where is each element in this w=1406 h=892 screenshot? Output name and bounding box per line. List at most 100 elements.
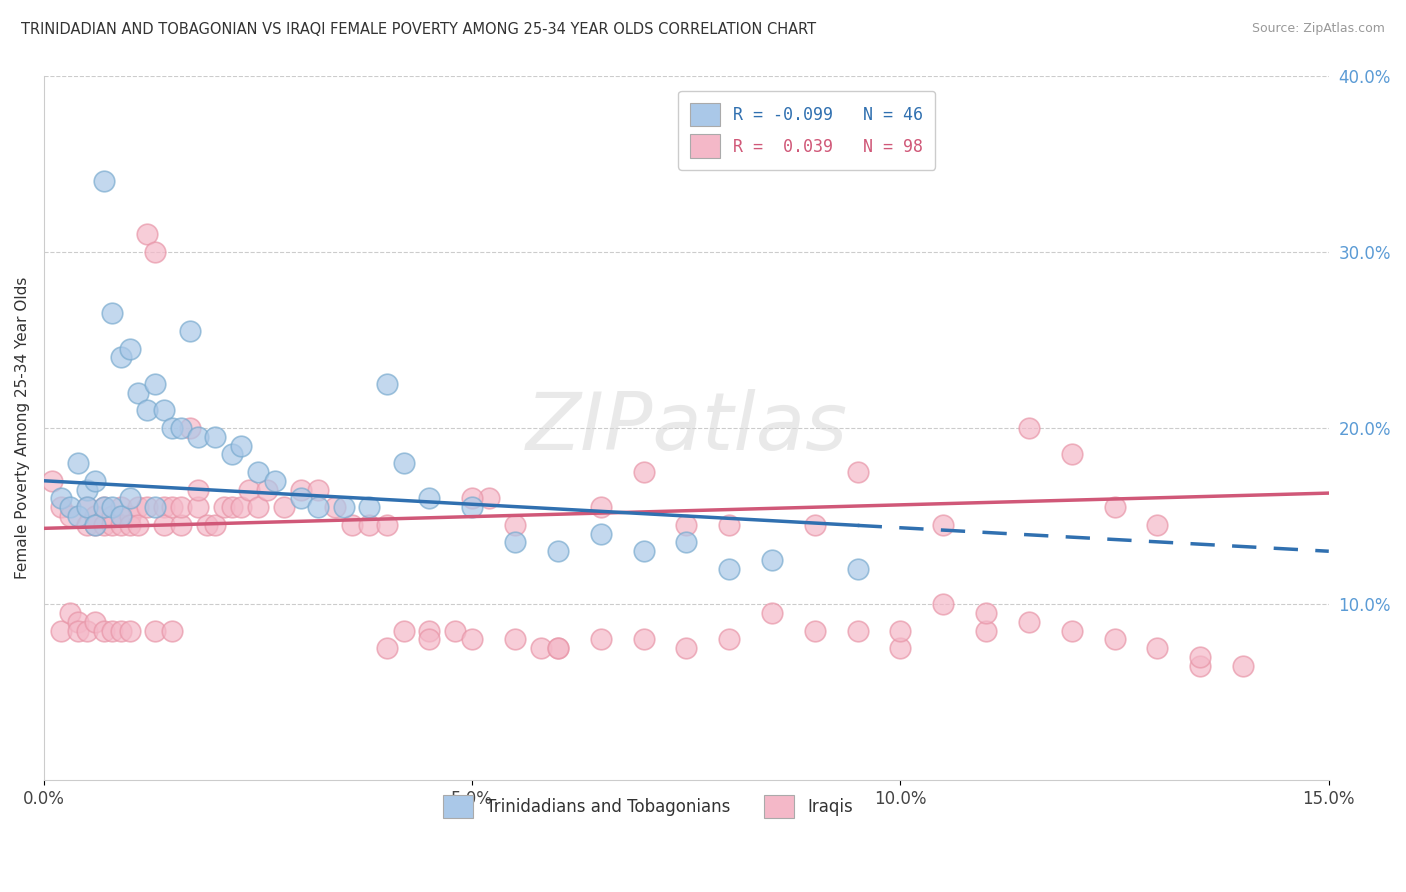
Point xyxy=(932,597,955,611)
Point xyxy=(932,517,955,532)
Point xyxy=(84,508,107,523)
Point xyxy=(93,517,115,532)
Point xyxy=(547,544,569,558)
Point xyxy=(718,517,741,532)
Point xyxy=(204,430,226,444)
Point xyxy=(162,500,184,515)
Point xyxy=(846,465,869,479)
Point xyxy=(974,606,997,620)
Point xyxy=(135,403,157,417)
Point xyxy=(1189,658,1212,673)
Point xyxy=(67,615,90,629)
Point xyxy=(530,641,553,656)
Point xyxy=(1104,632,1126,647)
Legend: Trinidadians and Tobagonians, Iraqis: Trinidadians and Tobagonians, Iraqis xyxy=(436,788,859,825)
Point xyxy=(195,517,218,532)
Point xyxy=(76,500,98,515)
Point xyxy=(153,403,176,417)
Point xyxy=(247,500,270,515)
Point xyxy=(58,500,80,515)
Point xyxy=(889,641,911,656)
Point xyxy=(179,421,201,435)
Point xyxy=(127,500,149,515)
Point xyxy=(418,632,440,647)
Point xyxy=(503,517,526,532)
Point xyxy=(761,553,783,567)
Point xyxy=(290,483,312,497)
Point xyxy=(67,456,90,470)
Point xyxy=(84,474,107,488)
Point xyxy=(84,517,107,532)
Point xyxy=(461,500,484,515)
Point xyxy=(503,535,526,549)
Point xyxy=(110,508,132,523)
Point xyxy=(1146,517,1168,532)
Point xyxy=(41,474,63,488)
Point xyxy=(418,491,440,506)
Point xyxy=(718,632,741,647)
Point xyxy=(127,385,149,400)
Point xyxy=(461,632,484,647)
Point xyxy=(375,376,398,391)
Point xyxy=(110,351,132,365)
Point xyxy=(264,474,287,488)
Point xyxy=(478,491,501,506)
Point xyxy=(118,517,141,532)
Point xyxy=(187,430,209,444)
Point xyxy=(589,526,612,541)
Point xyxy=(135,227,157,241)
Point xyxy=(1146,641,1168,656)
Point xyxy=(49,491,72,506)
Point xyxy=(1018,421,1040,435)
Point xyxy=(93,500,115,515)
Point xyxy=(804,624,827,638)
Point xyxy=(323,500,346,515)
Point xyxy=(143,244,166,259)
Point xyxy=(58,606,80,620)
Point xyxy=(675,535,697,549)
Point xyxy=(1232,658,1254,673)
Point xyxy=(110,500,132,515)
Point xyxy=(392,624,415,638)
Point xyxy=(846,624,869,638)
Point xyxy=(93,500,115,515)
Point xyxy=(332,500,354,515)
Point xyxy=(162,421,184,435)
Point xyxy=(761,606,783,620)
Point xyxy=(101,306,124,320)
Point xyxy=(187,483,209,497)
Point xyxy=(101,508,124,523)
Text: TRINIDADIAN AND TOBAGONIAN VS IRAQI FEMALE POVERTY AMONG 25-34 YEAR OLDS CORRELA: TRINIDADIAN AND TOBAGONIAN VS IRAQI FEMA… xyxy=(21,22,817,37)
Point xyxy=(118,342,141,356)
Point xyxy=(187,500,209,515)
Point xyxy=(1060,447,1083,461)
Point xyxy=(1018,615,1040,629)
Point xyxy=(170,421,193,435)
Point xyxy=(170,517,193,532)
Point xyxy=(633,544,655,558)
Point xyxy=(889,624,911,638)
Point xyxy=(392,456,415,470)
Point xyxy=(93,624,115,638)
Text: ZIPatlas: ZIPatlas xyxy=(526,389,848,467)
Point xyxy=(1104,500,1126,515)
Point xyxy=(342,517,364,532)
Point xyxy=(589,632,612,647)
Point xyxy=(307,500,329,515)
Point xyxy=(633,632,655,647)
Point xyxy=(589,500,612,515)
Point xyxy=(633,465,655,479)
Point xyxy=(101,517,124,532)
Point xyxy=(162,624,184,638)
Point xyxy=(76,500,98,515)
Point xyxy=(221,500,243,515)
Point xyxy=(143,376,166,391)
Point xyxy=(804,517,827,532)
Point xyxy=(1060,624,1083,638)
Point xyxy=(974,624,997,638)
Point xyxy=(84,615,107,629)
Point xyxy=(110,517,132,532)
Point xyxy=(127,517,149,532)
Point xyxy=(135,500,157,515)
Point xyxy=(461,491,484,506)
